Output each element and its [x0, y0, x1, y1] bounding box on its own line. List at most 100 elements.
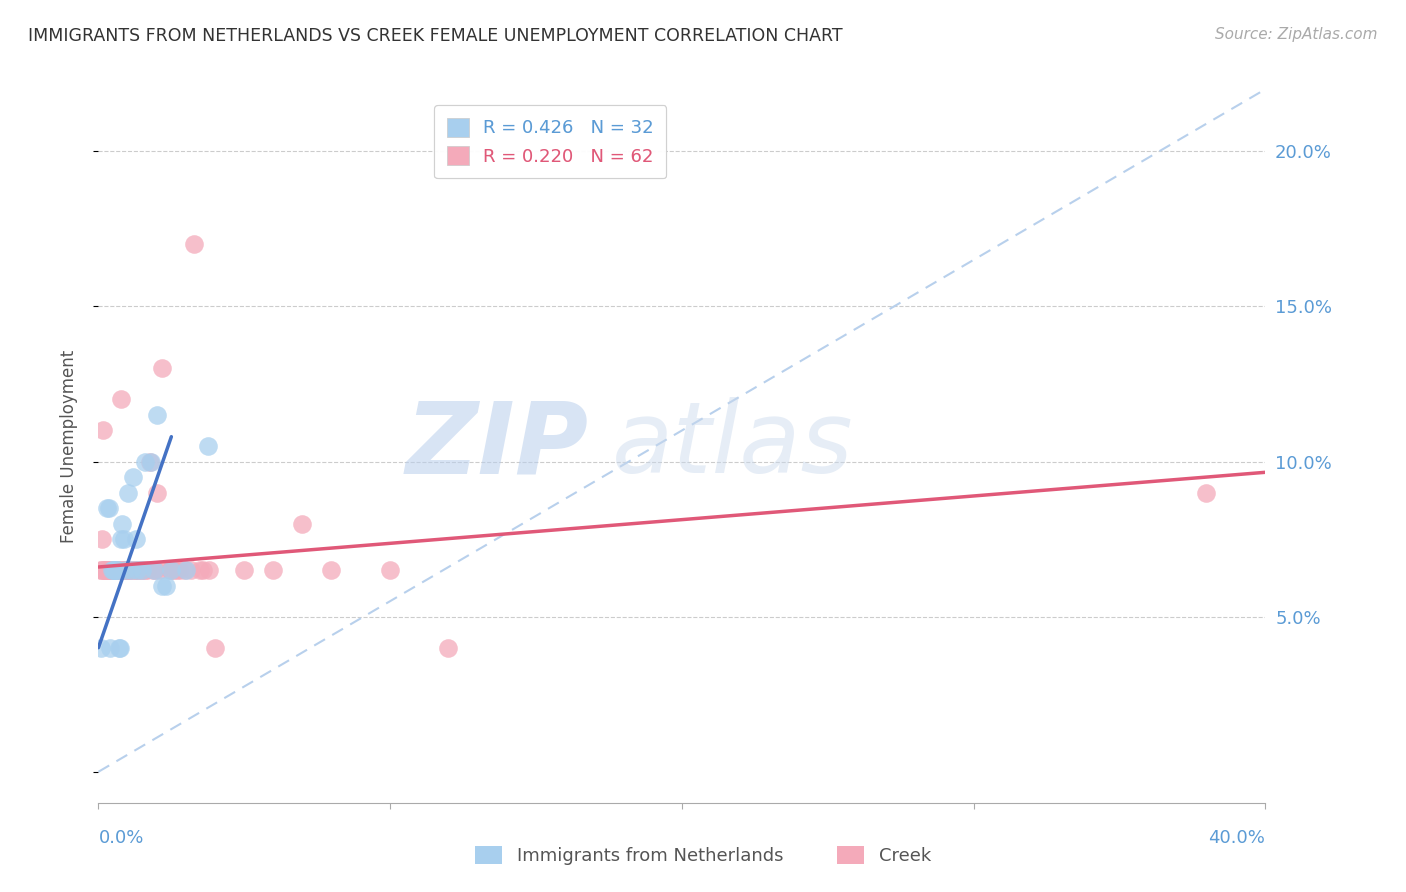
Point — [321, 563, 343, 577]
Point — [148, 563, 170, 577]
Point — [146, 485, 169, 500]
Point — [146, 408, 169, 422]
Point — [125, 563, 148, 577]
Point — [121, 563, 143, 577]
Text: atlas: atlas — [612, 398, 853, 494]
Point — [96, 501, 118, 516]
Point — [150, 361, 173, 376]
Point — [437, 640, 460, 655]
Point — [155, 579, 177, 593]
Point — [112, 563, 135, 577]
Point — [118, 563, 141, 577]
Point — [107, 563, 129, 577]
Point — [159, 563, 181, 577]
Point — [143, 563, 166, 577]
Point — [108, 640, 131, 655]
Point — [115, 563, 138, 577]
Point — [120, 563, 142, 577]
Point — [163, 563, 186, 577]
Point — [174, 563, 197, 577]
Point — [110, 563, 132, 577]
Point — [110, 640, 132, 655]
Point — [96, 563, 118, 577]
Point — [90, 563, 112, 577]
Point — [117, 485, 139, 500]
Point — [197, 563, 219, 577]
Point — [134, 454, 156, 468]
Point — [150, 579, 173, 593]
Point — [101, 563, 124, 577]
Point — [91, 424, 114, 438]
Text: ZIP: ZIP — [405, 398, 589, 494]
Point — [93, 563, 115, 577]
Point — [183, 237, 205, 252]
Point — [180, 563, 202, 577]
Point — [191, 563, 214, 577]
Point — [169, 563, 191, 577]
Point — [101, 563, 124, 577]
Point — [100, 563, 122, 577]
Point — [160, 563, 183, 577]
Point — [122, 470, 145, 484]
Point — [142, 563, 165, 577]
Point — [174, 563, 197, 577]
Point — [100, 563, 122, 577]
Point — [136, 563, 159, 577]
Point — [166, 563, 188, 577]
Point — [90, 640, 112, 655]
Point — [97, 501, 120, 516]
Point — [197, 439, 219, 453]
Point — [127, 563, 149, 577]
Point — [94, 563, 117, 577]
Point — [104, 563, 127, 577]
Point — [107, 563, 129, 577]
Point — [111, 516, 134, 531]
Point — [101, 563, 124, 577]
Point — [110, 392, 132, 407]
Point — [110, 532, 132, 546]
Point — [204, 640, 226, 655]
Point — [188, 563, 211, 577]
Point — [98, 640, 121, 655]
Point — [105, 563, 128, 577]
Point — [125, 563, 148, 577]
Point — [96, 563, 118, 577]
Point — [159, 563, 181, 577]
Point — [98, 563, 121, 577]
Point — [139, 454, 162, 468]
Point — [94, 563, 117, 577]
Text: 0.0%: 0.0% — [98, 829, 143, 847]
Text: Source: ZipAtlas.com: Source: ZipAtlas.com — [1215, 27, 1378, 42]
Point — [131, 563, 153, 577]
Y-axis label: Female Unemployment: Female Unemployment — [59, 350, 77, 542]
Point — [101, 563, 124, 577]
Point — [105, 563, 128, 577]
Point — [378, 563, 401, 577]
Point — [124, 563, 146, 577]
Point — [93, 563, 115, 577]
Text: IMMIGRANTS FROM NETHERLANDS VS CREEK FEMALE UNEMPLOYMENT CORRELATION CHART: IMMIGRANTS FROM NETHERLANDS VS CREEK FEM… — [28, 27, 842, 45]
Point — [139, 454, 162, 468]
Point — [125, 532, 148, 546]
Point — [112, 532, 135, 546]
Point — [262, 563, 284, 577]
Point — [103, 563, 125, 577]
Point — [104, 563, 127, 577]
Point — [291, 516, 314, 531]
Point — [1195, 485, 1218, 500]
Point — [97, 563, 120, 577]
Legend: R = 0.426   N = 32, R = 0.220   N = 62: R = 0.426 N = 32, R = 0.220 N = 62 — [434, 105, 666, 178]
Point — [129, 563, 152, 577]
Point — [114, 563, 136, 577]
Point — [90, 563, 112, 577]
Point — [134, 563, 156, 577]
Point — [112, 563, 135, 577]
Point — [118, 563, 141, 577]
Point — [142, 563, 165, 577]
Text: 40.0%: 40.0% — [1209, 829, 1265, 847]
Point — [103, 563, 125, 577]
Point — [90, 532, 112, 546]
Point — [104, 563, 127, 577]
Point — [115, 563, 138, 577]
Point — [232, 563, 254, 577]
